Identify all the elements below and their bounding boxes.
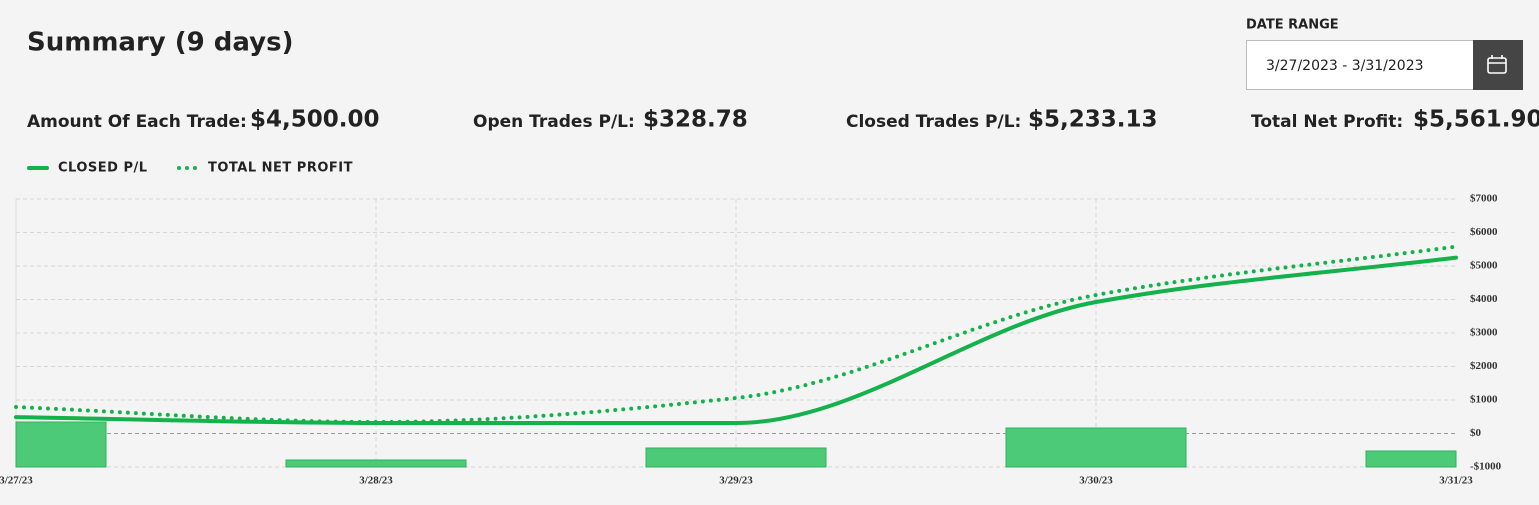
y-tick-label: $3000 — [1470, 327, 1498, 339]
stat-value: $5,233.13 — [1028, 107, 1158, 133]
y-tick-label: $1000 — [1470, 394, 1498, 406]
chart: $7000 $6000 $5000 $4000 $3000 $2000 $1000 $0 -$1… — [0, 193, 1502, 487]
x-tick-label: 3/31/23 — [1439, 475, 1473, 487]
date-range-label: DATE RANGE — [1246, 18, 1339, 33]
bar — [1365, 450, 1457, 468]
series-line — [14, 255, 1458, 426]
y-tick-label: $5000 — [1470, 260, 1498, 272]
legend-label: CLOSED P/L — [58, 161, 148, 176]
x-tick-label: 3/28/23 — [359, 475, 393, 487]
stat-value: $4,500.00 — [250, 107, 380, 133]
calendar-icon — [1487, 55, 1507, 74]
date-range-picker[interactable]: 3/27/2023 - 3/31/2023 — [1246, 40, 1524, 90]
stat-value: $5,561.90 — [1413, 107, 1539, 133]
x-tick-label: 3/29/23 — [719, 475, 753, 487]
summary-title: Summary (9 days) — [27, 28, 293, 58]
bar — [15, 421, 107, 468]
y-tick-label: $7000 — [1470, 193, 1498, 205]
y-tick-label: $2000 — [1470, 360, 1498, 372]
stat-label: Amount Of Each Trade: — [27, 112, 247, 132]
date-input-value: 3/27/2023 - 3/31/2023 — [1266, 58, 1424, 74]
bar — [1005, 427, 1187, 468]
y-tick-label: -$1000 — [1470, 461, 1502, 473]
stat-value: $328.78 — [643, 107, 748, 133]
calendar-button[interactable] — [1473, 40, 1523, 90]
stats-row: Amount Of Each Trade: $4,500.00 Open Trade… — [27, 107, 1539, 133]
y-tick-label: $6000 — [1470, 226, 1498, 238]
legend: CLOSED P/L TOTAL NET PROFIT — [27, 161, 353, 176]
x-tick-label: 3/27/23 — [0, 475, 33, 487]
legend-label: TOTAL NET PROFIT — [208, 161, 353, 176]
x-tick-label: 3/30/23 — [1079, 475, 1113, 487]
date-input[interactable] — [1246, 40, 1474, 90]
bar — [285, 459, 467, 468]
stat-label: Open Trades P/L: — [473, 112, 635, 132]
y-tick-label: $0 — [1470, 427, 1482, 439]
series-line — [14, 244, 1458, 425]
bar — [645, 447, 827, 468]
stat-label: Total Net Profit: — [1251, 112, 1403, 132]
y-tick-label: $4000 — [1470, 293, 1498, 305]
stat-label: Closed Trades P/L: — [846, 112, 1021, 132]
